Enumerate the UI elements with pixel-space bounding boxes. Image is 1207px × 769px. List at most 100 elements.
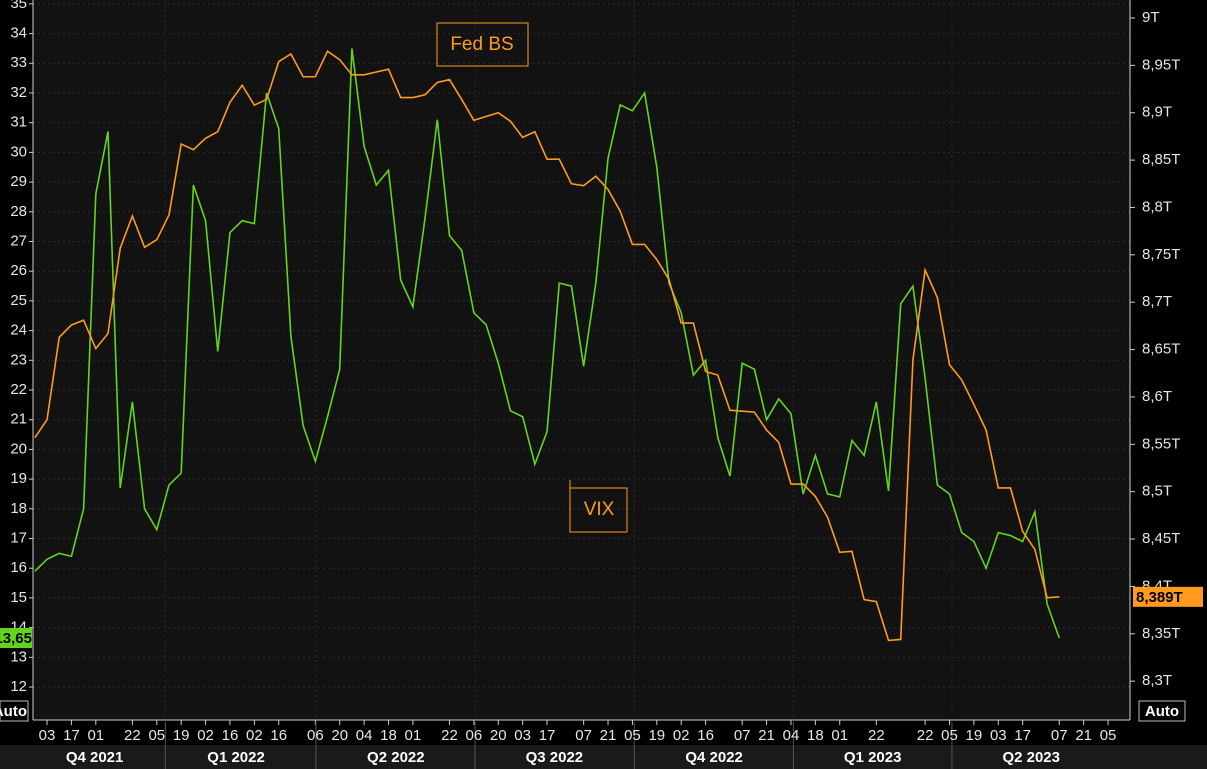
y-tick-label: 23 xyxy=(10,351,27,368)
y-tick-label: 24 xyxy=(10,322,27,339)
x-tick-label: 02 xyxy=(197,727,214,744)
y-tick-label: 21 xyxy=(10,411,27,428)
x-tick-label: 22 xyxy=(868,727,885,744)
quarter-label: Q4 2021 xyxy=(66,749,124,766)
y-tick-label: 13 xyxy=(10,648,27,665)
x-tick-label: 07 xyxy=(575,727,592,744)
y2-tick-label: 8,6T xyxy=(1142,388,1172,405)
scale-button-label[interactable]: Auto xyxy=(0,703,27,720)
x-tick-label: 03 xyxy=(514,727,531,744)
series xyxy=(34,48,1061,642)
y-tick-label: 34 xyxy=(10,25,27,42)
y-tick-label: 12 xyxy=(10,678,27,695)
y-tick-label: 33 xyxy=(10,54,27,71)
y-tick-label: 32 xyxy=(10,84,27,101)
y-tick-label: 25 xyxy=(10,292,27,309)
y2-tick-label: 8,75T xyxy=(1142,246,1180,263)
x-tick-label: 06 xyxy=(307,727,324,744)
y2-tick-label: 8,9T xyxy=(1142,104,1172,121)
scale-button-label[interactable]: Auto xyxy=(1145,703,1179,720)
x-tick-label: 19 xyxy=(173,727,190,744)
annotation-box xyxy=(436,22,529,67)
x-tick-label: 05 xyxy=(1100,727,1117,744)
y2-tick-label: 8,95T xyxy=(1142,56,1180,73)
x-tick-label: 05 xyxy=(941,727,958,744)
quarter-label: Q1 2023 xyxy=(844,749,902,766)
x-tick-label: 21 xyxy=(758,727,775,744)
y-tick-label: 29 xyxy=(10,173,27,190)
x-tick-label: 17 xyxy=(63,727,80,744)
quarter-label: Q2 2022 xyxy=(367,749,425,766)
x-tick-label: 22 xyxy=(917,727,934,744)
last-value-label: 13,65 xyxy=(0,630,32,647)
y2-tick-label: 9T xyxy=(1142,9,1160,26)
x-tick-label: 02 xyxy=(246,727,263,744)
y2-tick-label: 8,65T xyxy=(1142,341,1180,358)
y2-tick-label: 8,85T xyxy=(1142,151,1180,168)
x-tick-label: 19 xyxy=(648,727,665,744)
y2-tick-label: 8,55T xyxy=(1142,435,1180,452)
x-tick-label: 20 xyxy=(331,727,348,744)
series-line xyxy=(34,49,1060,642)
y-tick-label: 35 xyxy=(10,0,27,12)
y-tick-label: 18 xyxy=(10,500,27,517)
y2-tick-label: 8,3T xyxy=(1142,672,1172,689)
x-tick-label: 05 xyxy=(624,727,641,744)
x-tick-label: 07 xyxy=(1051,727,1068,744)
x-tick-label: 17 xyxy=(1014,727,1031,744)
x-tick-label: 07 xyxy=(734,727,751,744)
plot-area xyxy=(33,0,1130,720)
x-tick-label: 04 xyxy=(783,727,800,744)
x-tick-label: 21 xyxy=(1075,727,1092,744)
annotation: VIX xyxy=(584,499,615,520)
x-tick-label: 17 xyxy=(539,727,556,744)
y-tick-label: 30 xyxy=(10,143,27,160)
y-tick-label: 27 xyxy=(10,232,27,249)
x-tick-label: 04 xyxy=(356,727,373,744)
x-tick-label: 22 xyxy=(441,727,458,744)
y-tick-label: 31 xyxy=(10,114,27,131)
annotation: Fed BS xyxy=(450,34,513,55)
y-tick-label: 20 xyxy=(10,440,27,457)
quarter-label: Q4 2022 xyxy=(685,749,743,766)
y-tick-label: 28 xyxy=(10,203,27,220)
scale-button[interactable] xyxy=(1138,700,1186,722)
x-tick-label: 05 xyxy=(148,727,165,744)
y-tick-label: 19 xyxy=(10,470,27,487)
x-tick-label: 02 xyxy=(673,727,690,744)
series-line xyxy=(34,48,1061,639)
last-value-label: 8,389T xyxy=(1136,589,1183,606)
x-tick-label: 01 xyxy=(405,727,422,744)
last-value-box xyxy=(1133,586,1203,607)
x-tick-label: 01 xyxy=(831,727,848,744)
x-tick-label: 18 xyxy=(380,727,397,744)
y2-tick-label: 8,45T xyxy=(1142,530,1180,547)
x-tick-label: 01 xyxy=(87,727,104,744)
x-tick-label: 03 xyxy=(990,727,1007,744)
x-tick-label: 18 xyxy=(807,727,824,744)
x-tick-label: 16 xyxy=(697,727,714,744)
y-tick-label: 17 xyxy=(10,529,27,546)
x-tick-label: 21 xyxy=(600,727,617,744)
annotation-box xyxy=(569,487,628,533)
quarter-label: Q3 2022 xyxy=(526,749,584,766)
y-tick-label: 16 xyxy=(10,559,27,576)
y2-tick-label: 8,35T xyxy=(1142,625,1180,642)
y2-tick-label: 8,5T xyxy=(1142,483,1172,500)
quarter-band xyxy=(0,745,1207,769)
y-tick-label: 26 xyxy=(10,262,27,279)
quarter-label: Q1 2022 xyxy=(207,749,265,766)
scale-button[interactable] xyxy=(0,700,29,722)
x-tick-label: 22 xyxy=(124,727,141,744)
x-tick-label: 20 xyxy=(490,727,507,744)
y2-tick-label: 8,8T xyxy=(1142,198,1172,215)
x-tick-label: 19 xyxy=(966,727,983,744)
last-value-box xyxy=(0,628,32,649)
y-tick-label: 15 xyxy=(10,589,27,606)
x-tick-label: 03 xyxy=(39,727,56,744)
x-tick-label: 16 xyxy=(270,727,287,744)
quarter-label: Q2 2023 xyxy=(1002,749,1060,766)
